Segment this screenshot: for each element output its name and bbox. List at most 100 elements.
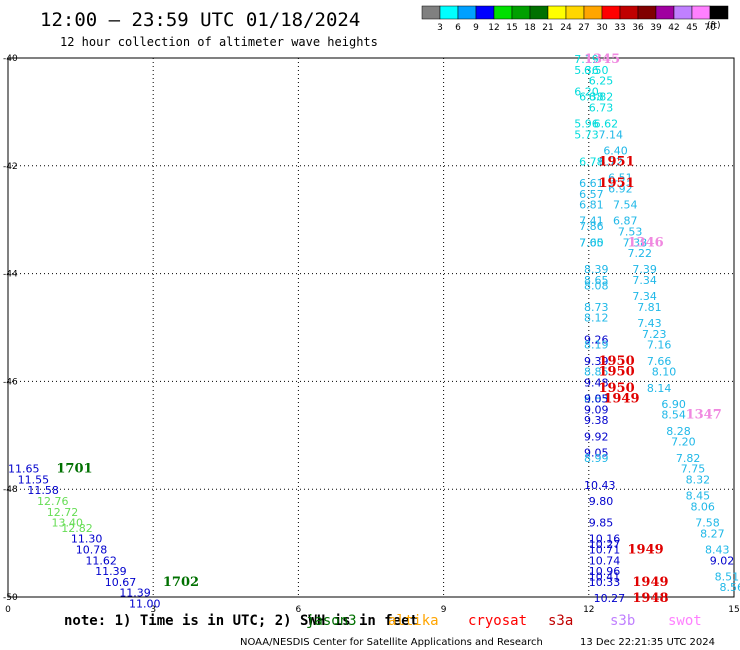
wave-height-label: 9.39 [584,355,609,368]
wave-height-label: 6.50 [584,64,609,77]
wave-height-label: 12.72 [47,506,79,519]
time-label: 1702 [163,575,199,590]
wave-height-label: 6.78 [579,155,604,168]
wave-height-label: 9.05 [584,446,609,459]
wave-height-label: 9.02 [710,554,735,567]
data-points: 7.195.366.506.256.206.386.826.73 5.966.62… [8,53,740,610]
wave-height-label: 11.65 [8,463,40,476]
time-label: 1950 [598,381,634,396]
colorbar: 3 6 9 12 15 18 21 24 27 30 33 36 39 42 45 70 [421,5,729,33]
wave-height-label: 6.73 [589,102,614,115]
wave-height-label: 11.39 [95,565,127,578]
time-label: 1951 [598,176,634,191]
satellite-legend-item: swot [668,613,702,629]
wave-height-label: 8.85 [584,366,609,379]
time-label: 1949 [603,392,639,407]
x-tick-label: 3 [150,605,156,615]
wave-height-label: 7.23 [642,328,667,341]
chart-title: 12:00 – 23:59 UTC 01/18/2024 [40,9,360,31]
colorbar-label: 24 [560,23,572,33]
colorbar-swatch [655,5,675,20]
wave-height-label: 8.51 [715,570,740,583]
wave-height-label: 6.92 [608,182,633,195]
footnote: note: 1) Time is in UTC; 2) SWH is in fe… [64,613,418,629]
wave-height-label: 9.80 [589,495,614,508]
chart-subtitle: 12 hour collection of altimeter wave hei… [60,35,378,49]
colorbar-label: 6 [455,23,461,33]
y-tick-label: -40 [3,54,18,64]
colorbar-swatch [673,5,693,20]
wave-height-label: 7.19 [574,53,599,66]
wave-height-label: 8.12 [584,312,609,325]
wave-height-label: 7.20 [671,436,696,449]
wave-height-label: 7.34 [632,290,657,303]
colorbar-label: 45 [686,23,697,33]
y-tick-label: -50 [3,593,18,603]
wave-height-label: 9.09 [584,403,609,416]
credit: NOAA/NESDIS Center for Satellite Applica… [240,637,543,648]
y-tick-label: -42 [3,162,18,172]
wave-height-label: 7.86 [579,220,604,233]
wave-height-label: 9.38 [584,414,609,427]
satellite-legend: jason3 altika cryosat s3a s3b swot [306,613,702,629]
wave-height-label: 6.81 [579,199,604,212]
wave-height-label: 11.30 [71,533,103,546]
colorbar-label: 36 [632,23,644,33]
colorbar-swatch [457,5,477,20]
colorbar-swatch [475,5,495,20]
wave-height-label: 7.65 [579,236,604,249]
colorbar-swatch [691,5,711,20]
wave-height-label: 10.78 [76,543,108,556]
wave-height-label: 13.40 [52,517,83,530]
colorbar-swatch [511,5,531,20]
wave-height-label: 10.27 [594,592,626,605]
wave-height-label: 10.16 [589,533,621,546]
wave-height-label: 10.67 [105,576,137,589]
wave-height-label: 7.38 [623,236,648,249]
colorbar-label: 3 [437,23,443,33]
colorbar-swatch [565,5,585,20]
wave-height-label: 6.20 [574,85,599,98]
y-tick-label: -48 [3,485,18,495]
wave-height-label: 10.43 [584,479,616,492]
wave-height-label: 7.14 [598,128,623,141]
colorbar-swatch [529,5,549,20]
plot-frame [7,57,735,598]
wave-height-label: 5.73 [574,128,599,141]
wave-height-label: 8.43 [705,543,730,556]
wave-height-label: 7.16 [647,339,672,352]
satellite-legend-item: s3b [610,613,635,629]
wave-height-label: 8.06 [690,500,715,513]
wave-height-label: 8.28 [666,425,691,438]
generated-timestamp: 13 Dec 22:21:35 UTC 2024 [580,637,715,648]
wave-height-label: 7.53 [618,225,643,238]
time-label: 1950 [598,354,634,369]
wave-height-label: 8.08 [584,279,609,292]
colorbar-label: 33 [614,23,625,33]
colorbar-label: 30 [596,23,608,33]
wave-height-label: 7.22 [628,247,653,260]
colorbar-label: 27 [578,23,589,33]
wave-height-label: 7.82 [676,452,701,465]
wave-height-label: 9.85 [589,517,614,530]
wave-height-label: 7.00 [579,236,604,249]
wave-height-label: 6.40 [603,145,628,158]
wave-height-label: 8.65 [584,274,609,287]
satellite-legend-item: jason3 [306,613,357,629]
wave-height-label: 11.55 [18,473,50,486]
wave-height-label: 11.00 [129,597,161,610]
colorbar-swatch [421,5,441,20]
wave-height-label: 8.14 [647,382,672,395]
wave-height-label: 6.90 [661,398,686,411]
time-labels: 1345195119511346195019501950194913471949… [56,52,721,606]
wave-height-label: 8.27 [700,527,725,540]
colorbar-swatch [619,5,639,20]
wave-height-label: 9.05 [584,393,609,406]
colorbar-label: 12 [488,23,499,33]
wave-height-label: 10.33 [589,576,621,589]
wave-height-label: 10.41 [589,570,621,583]
wave-height-label: 8.10 [652,366,677,379]
colorbar-swatch [547,5,567,20]
wave-height-label: 7.81 [637,301,662,314]
